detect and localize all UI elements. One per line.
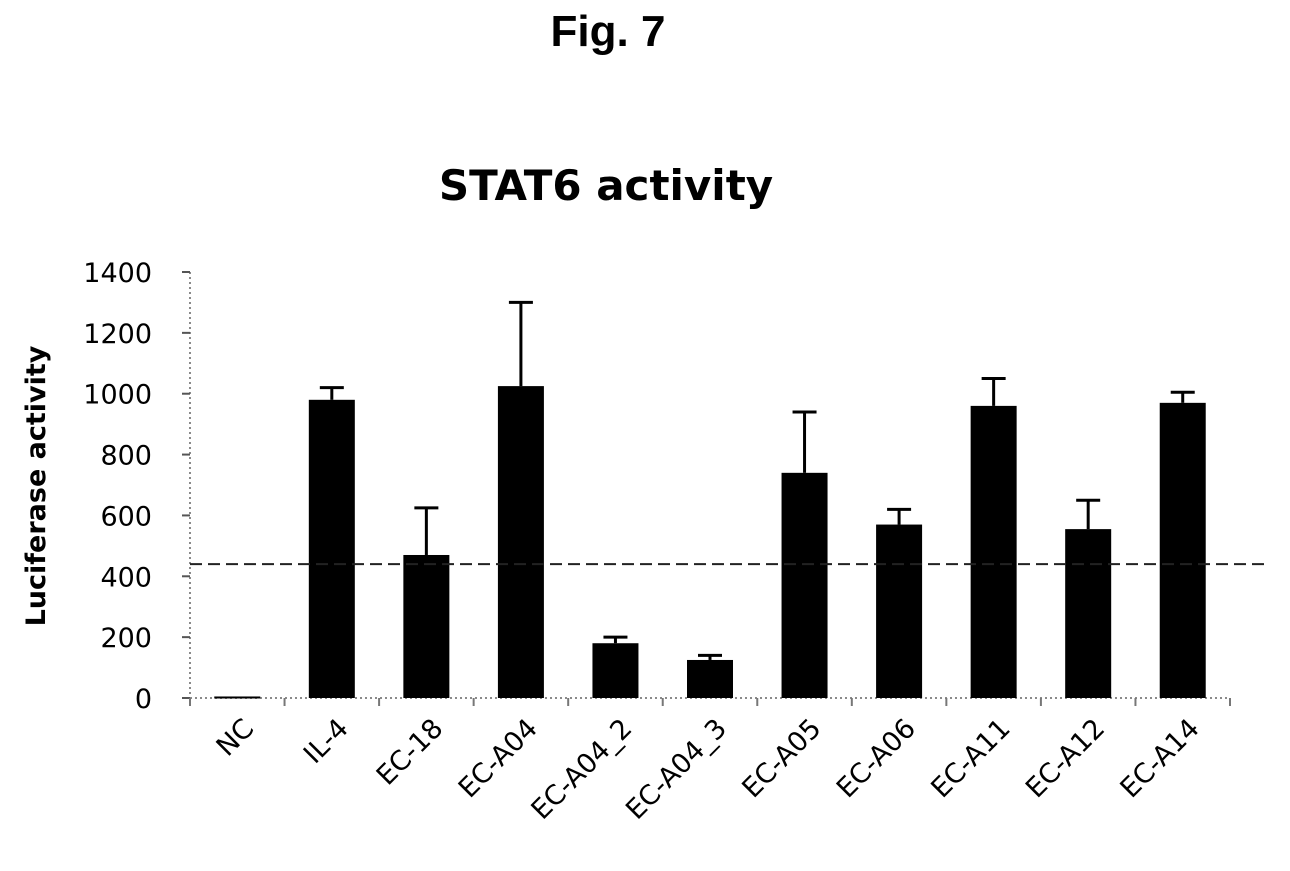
y-tick-label: 0 <box>135 684 152 715</box>
bar-ec-a11 <box>970 405 1017 698</box>
y-tick-label: 1000 <box>83 380 152 411</box>
y-tick-label: 600 <box>100 501 152 532</box>
bar-il-4 <box>308 399 355 698</box>
bar-ec-a06 <box>876 524 923 698</box>
y-axis-label: Luciferase activity <box>21 345 52 626</box>
bar-ec-a04_2 <box>592 643 639 698</box>
bar-nc <box>214 696 261 699</box>
bar-ec-a04_3 <box>687 659 733 698</box>
x-tick-label: EC-A04_2 <box>526 713 639 826</box>
x-tick-label: EC-18 <box>371 713 449 791</box>
bar-ec-18 <box>403 554 450 698</box>
x-tick-label: IL-4 <box>298 713 355 770</box>
x-tick-label: EC-A04_3 <box>620 713 733 826</box>
y-tick-label: 1400 <box>83 258 152 289</box>
x-tick-label: EC-A14 <box>1115 713 1206 804</box>
x-tick-label: NC <box>211 713 261 763</box>
x-tick-label: EC-A04 <box>453 713 544 804</box>
y-tick-label: 800 <box>100 441 152 472</box>
y-tick-label: 400 <box>100 562 152 593</box>
x-tick-label: EC-A06 <box>831 713 922 804</box>
bar-ec-a05 <box>781 472 828 698</box>
y-tick-label: 200 <box>100 623 152 654</box>
bar-ec-a12 <box>1065 529 1112 698</box>
y-tick-label: 1200 <box>83 319 152 350</box>
figure-label: Fig. 7 <box>550 7 666 56</box>
x-tick-label: EC-A12 <box>1020 713 1111 804</box>
bar-ec-a04 <box>497 386 544 698</box>
bar-ec-a14 <box>1159 402 1206 698</box>
chart-title: STAT6 activity <box>439 161 773 210</box>
x-tick-label: EC-A11 <box>925 713 1016 804</box>
x-tick-label: EC-A05 <box>736 713 827 804</box>
